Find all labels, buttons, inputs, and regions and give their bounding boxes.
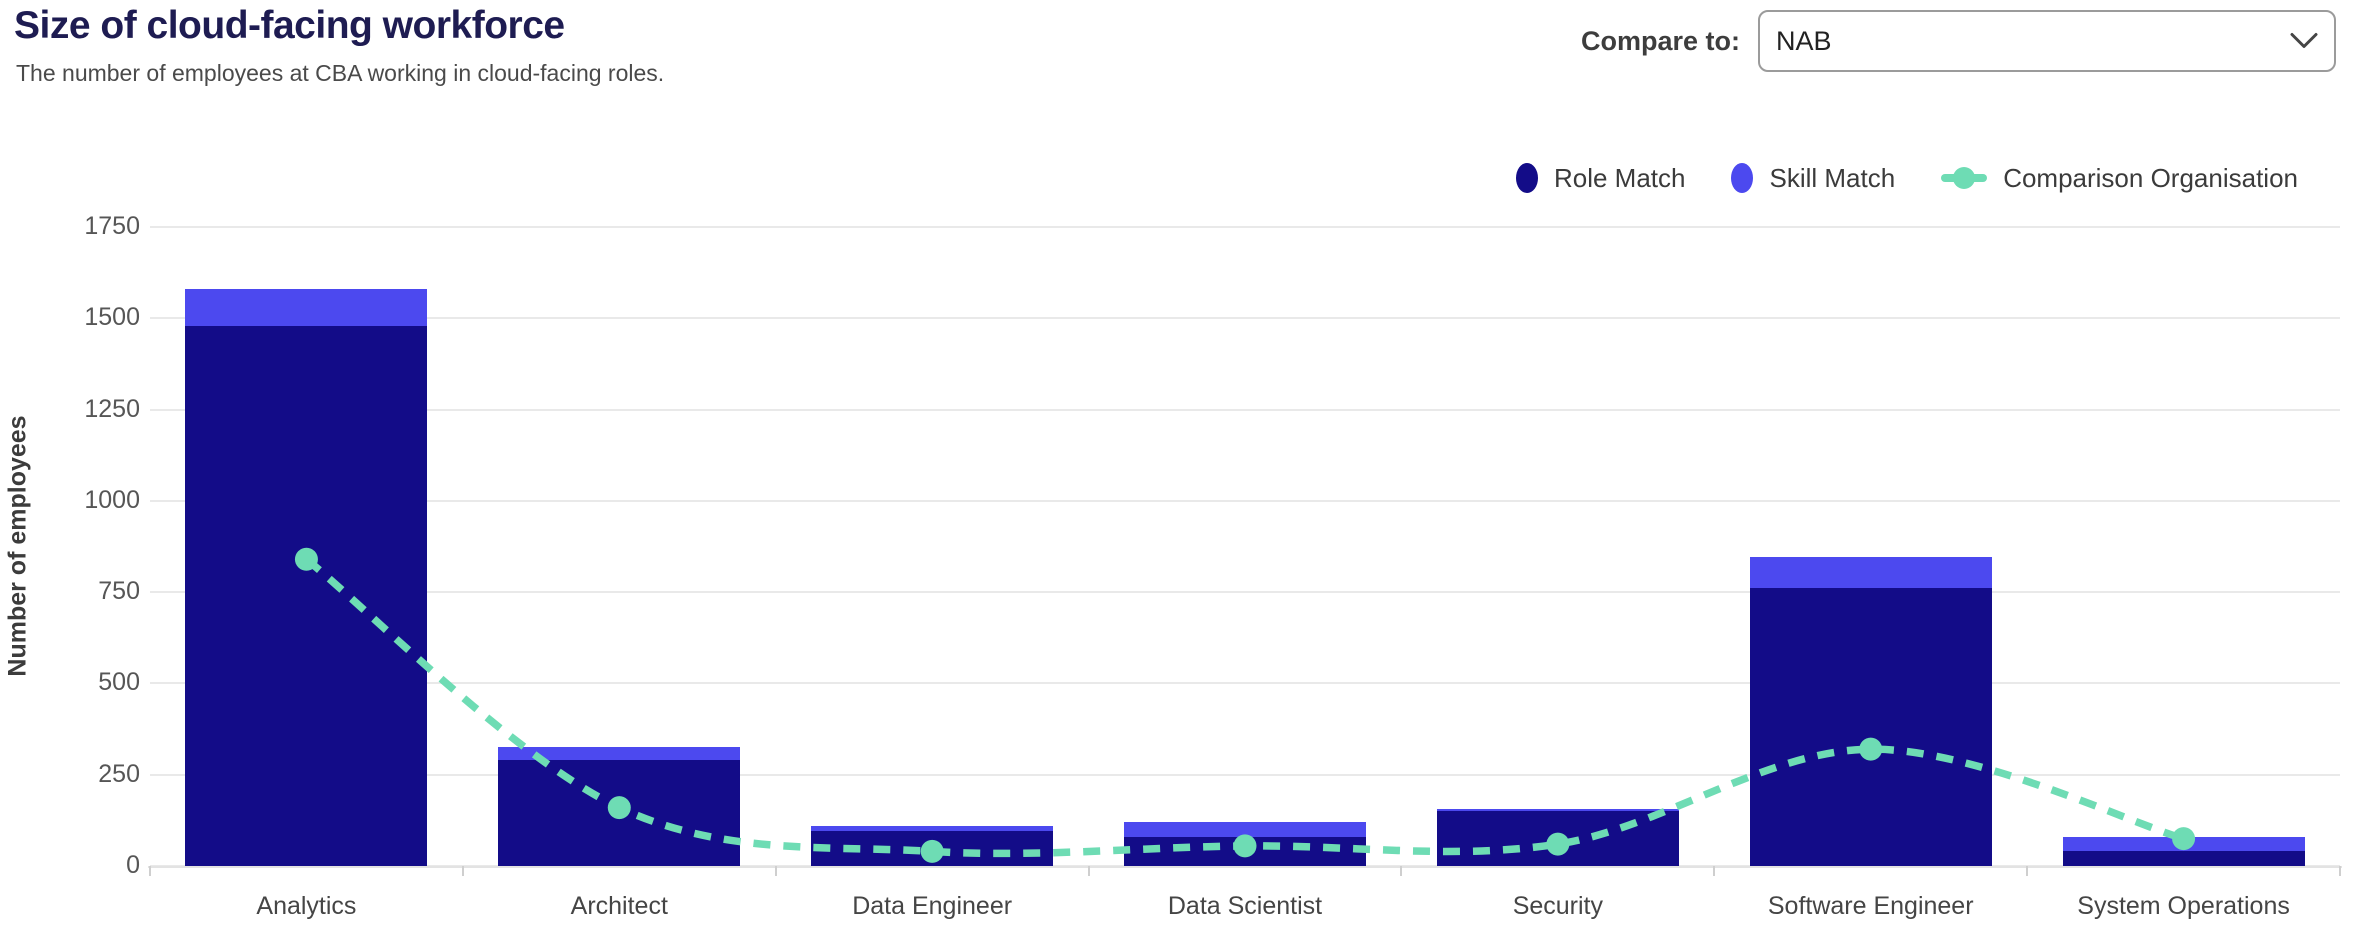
- y-axis-tick-label: 1500: [84, 303, 140, 332]
- gridline: [150, 408, 2340, 411]
- page-subtitle: The number of employees at CBA working i…: [16, 60, 665, 86]
- role-match-bar: [811, 831, 1054, 866]
- skill-match-bar: [1749, 557, 1992, 589]
- x-axis-tick: [461, 866, 464, 876]
- skill-match-bar: [2062, 836, 2305, 852]
- x-axis-label: Software Engineer: [1767, 892, 1974, 920]
- legend-label: Role Match: [1553, 162, 1686, 193]
- skill-match-bar: [498, 747, 741, 761]
- role-match-bar: [2062, 851, 2305, 866]
- y-axis-tick-label: 1750: [84, 212, 140, 240]
- x-axis-tick: [1713, 866, 1716, 876]
- x-axis-tick: [1400, 866, 1403, 876]
- x-axis-label: Architect: [570, 892, 668, 920]
- y-axis-tick-label: 1250: [84, 394, 140, 423]
- compare-select-wrap: NAB: [1758, 10, 2336, 72]
- y-axis-tick-label: 500: [98, 668, 140, 697]
- role-match-bar: [1749, 588, 1992, 866]
- x-axis-tick: [2339, 866, 2341, 876]
- role-match-bar: [185, 325, 428, 866]
- x-axis-tick: [2026, 866, 2029, 876]
- role-match-swatch-icon: [1515, 163, 1538, 193]
- gridline: [150, 773, 2340, 776]
- x-axis-label: Security: [1512, 892, 1603, 920]
- x-axis-label: Data Engineer: [852, 892, 1013, 920]
- x-axis-label: Data Scientist: [1167, 892, 1323, 920]
- skill-match-bar: [1436, 809, 1679, 812]
- legend-item-comparison[interactable]: Comparison Organisation: [1941, 163, 2298, 194]
- comparison-line-swatch-icon: [1941, 163, 1988, 193]
- legend-label: Skill Match: [1769, 162, 1896, 193]
- gridline: [150, 591, 2340, 594]
- x-axis-tick: [149, 866, 151, 876]
- compare-select[interactable]: NAB: [1758, 10, 2336, 72]
- gridline: [150, 499, 2340, 502]
- y-axis-tick-label: 250: [98, 759, 140, 788]
- y-axis-title: Number of employees: [3, 415, 32, 677]
- skill-match-bar: [811, 825, 1054, 832]
- x-axis-tick: [1087, 866, 1090, 876]
- x-axis-line: [148, 866, 2342, 868]
- skill-match-bar: [1124, 822, 1366, 837]
- legend-label: Comparison Organisation: [2003, 162, 2298, 193]
- skill-match-swatch-icon: [1731, 163, 1754, 193]
- legend-item-role-match[interactable]: Role Match: [1515, 162, 1686, 194]
- y-axis-tick-label: 1000: [84, 485, 140, 514]
- role-match-bar: [1436, 811, 1679, 866]
- page-title: Size of cloud-facing workforce: [14, 4, 565, 47]
- legend-item-skill-match[interactable]: Skill Match: [1731, 163, 1895, 194]
- role-match-bar: [1124, 836, 1366, 866]
- y-axis-tick-label: 0: [126, 851, 140, 879]
- compare-to-group: Compare to: NAB: [1581, 10, 2336, 72]
- x-axis-label: Analytics: [256, 892, 357, 920]
- x-axis-tick: [774, 866, 777, 876]
- skill-match-bar: [185, 289, 428, 326]
- x-axis-label: System Operations: [2077, 892, 2290, 920]
- gridline: [150, 317, 2340, 320]
- compare-to-label: Compare to:: [1580, 25, 1740, 56]
- chart-legend: Role Match Skill Match Comparison Organi…: [1515, 152, 2298, 204]
- gridline: [150, 682, 2340, 685]
- role-match-bar: [498, 760, 741, 866]
- y-axis-tick-label: 750: [98, 577, 140, 606]
- gridline: [150, 226, 2340, 228]
